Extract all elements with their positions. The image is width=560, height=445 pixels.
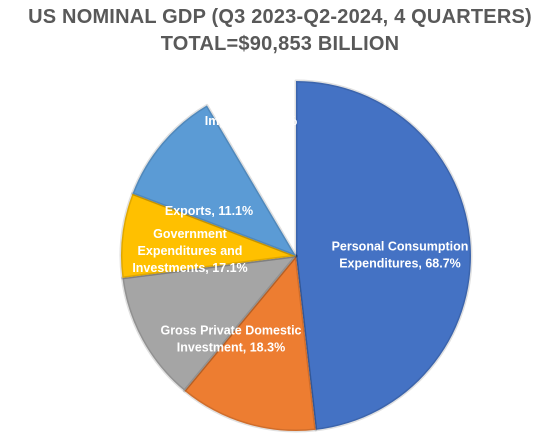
pie-slice-government-expenditures-and-investments: [122, 256, 296, 391]
pie-slice-edge: [120, 254, 298, 393]
chart-title: US NOMINAL GDP (Q3 2023-Q2-2024, 4 QUART…: [28, 6, 532, 28]
slice-label-line: Expenditures and: [138, 244, 243, 258]
slice-label-imports: Imports, -15.3%: [205, 114, 297, 128]
slice-label-line: Gross Private Domestic: [160, 324, 301, 338]
slice-label-government-expenditures-and-investments: Government Expenditures and Investments, 1…: [132, 227, 247, 275]
slice-label-gross-private-domestic-investment: Gross Private Domestic Investment, 18.3%: [160, 324, 301, 355]
slice-label-line: Expenditures, 68.7%: [339, 257, 461, 271]
pie-slice-edge: [182, 254, 318, 433]
chart-title-block: US NOMINAL GDP (Q3 2023-Q2-2024, 4 QUART…: [0, 4, 560, 58]
slice-label-personal-consumption-expenditures: Personal Consumption Expenditures, 68.7%: [332, 240, 469, 271]
slice-label-line: Government: [153, 227, 227, 241]
pie-slice-personal-consumption-expenditures: [296, 81, 471, 430]
pie-slice-edge: [119, 192, 298, 280]
chart-subtitle: TOTAL=$90,853 BILLION: [160, 33, 400, 55]
pie-slice-imports: [132, 105, 296, 257]
slice-label-line: Exports, 11.1%: [165, 204, 253, 218]
pie-slice-edge: [294, 79, 473, 432]
slice-label-exports: Exports, 11.1%: [165, 204, 253, 218]
slice-label-line: Investment, 18.3%: [177, 341, 285, 355]
pie-slice-exports: [120, 193, 296, 278]
slice-label-line: Imports, -15.3%: [205, 114, 297, 128]
pie-slice-gross-private-domestic-investment: [184, 256, 316, 431]
slice-label-line: Personal Consumption: [332, 240, 469, 254]
slice-label-line: Investments, 17.1%: [132, 261, 247, 275]
pie-slice-edge: [130, 103, 298, 258]
